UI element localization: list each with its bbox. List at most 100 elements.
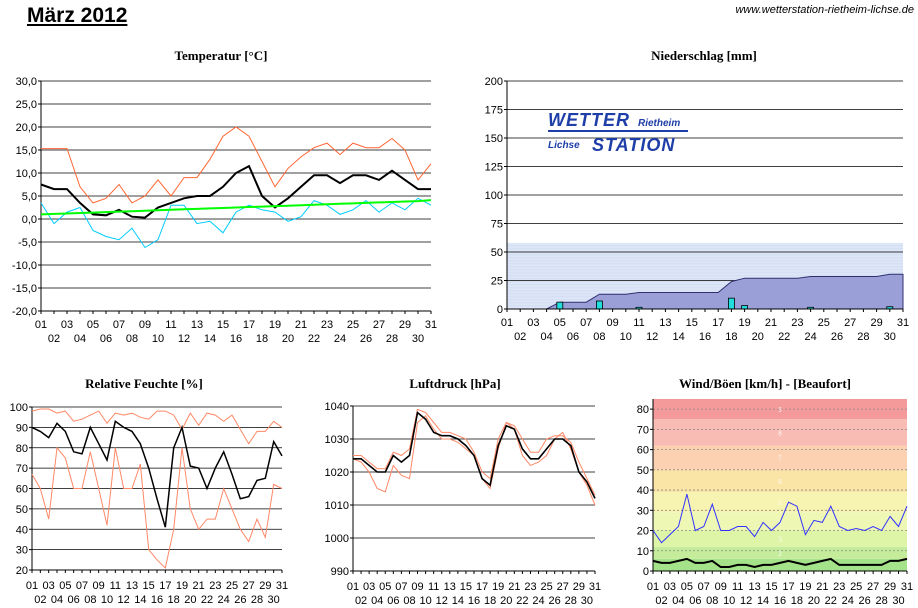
temperature-series-line bbox=[40, 197, 432, 249]
humidity-y-tick-label: 90 bbox=[16, 422, 28, 434]
temperature-x-tick-label: 26 bbox=[360, 333, 372, 345]
humidity-y-tick-label: 100 bbox=[10, 402, 28, 414]
pressure-y-tick-label: 1030 bbox=[325, 434, 349, 446]
temperature-x-tick-label: 23 bbox=[321, 319, 333, 331]
pressure-x-tick-label: 16 bbox=[468, 595, 480, 607]
temperature-x-tick-label: 10 bbox=[152, 333, 164, 345]
precipitation-x-tick-label: 17 bbox=[712, 317, 724, 329]
precipitation-daily-bar bbox=[596, 300, 603, 310]
wind-x-tick-label: 20 bbox=[808, 595, 820, 607]
pressure-y-tick-label: 1000 bbox=[325, 533, 349, 545]
wind-beaufort-label: 2 bbox=[778, 550, 782, 558]
wind-y-tick-label: 0 bbox=[643, 566, 649, 578]
humidity-series-line bbox=[31, 446, 283, 569]
precipitation-y-tick-label: 200 bbox=[485, 76, 503, 88]
temperature-x-tick-label: 21 bbox=[295, 319, 307, 331]
temperature-x-tick-label: 17 bbox=[243, 319, 255, 331]
temperature-y-tick-label: 20,0 bbox=[16, 122, 37, 134]
wind-x-tick-label: 27 bbox=[867, 581, 879, 593]
pressure-chart-title: Luftdruck [hPa] bbox=[409, 376, 500, 391]
humidity-x-tick-label: 13 bbox=[126, 580, 138, 592]
humidity-chart-title: Relative Feuchte [%] bbox=[85, 376, 203, 391]
precipitation-daily-bar bbox=[728, 297, 735, 310]
humidity-x-tick-label: 07 bbox=[76, 580, 88, 592]
precipitation-x-tick-label: 16 bbox=[699, 331, 711, 343]
precipitation-x-tick-label: 21 bbox=[765, 317, 777, 329]
humidity-x-tick-label: 22 bbox=[201, 594, 213, 606]
temperature-x-tick-label: 19 bbox=[269, 319, 281, 331]
precipitation-chart-title: Niederschlag [mm] bbox=[651, 48, 757, 63]
precipitation-x-tick-label: 10 bbox=[620, 331, 632, 343]
wind-x-tick-label: 16 bbox=[774, 595, 786, 607]
website-link[interactable]: www.wetterstation-rietheim-lichse.de bbox=[735, 4, 914, 16]
temperature-x-tick-label: 30 bbox=[412, 333, 424, 345]
temperature-x-tick-label: 16 bbox=[230, 333, 242, 345]
humidity-x-tick-label: 29 bbox=[259, 580, 271, 592]
pressure-x-tick-label: 17 bbox=[476, 581, 488, 593]
logo-text-station: STATION bbox=[592, 135, 675, 155]
pressure-x-tick-label: 28 bbox=[565, 595, 577, 607]
pressure-x-tick-label: 25 bbox=[540, 581, 552, 593]
pressure-x-tick-label: 02 bbox=[355, 595, 367, 607]
temperature-series-line bbox=[41, 126, 432, 204]
precipitation-x-tick-label: 20 bbox=[752, 331, 764, 343]
pressure-x-tick-label: 11 bbox=[428, 581, 439, 593]
pressure-x-tick-label: 03 bbox=[363, 581, 375, 593]
temperature-x-tick-label: 05 bbox=[87, 319, 99, 331]
wind-beaufort-band bbox=[653, 445, 907, 470]
temperature-x-tick-label: 27 bbox=[373, 319, 385, 331]
humidity-x-tick-label: 08 bbox=[84, 594, 96, 606]
precipitation-x-tick-label: 06 bbox=[567, 331, 579, 343]
temperature-y-tick-label: 5,0 bbox=[22, 191, 37, 203]
precipitation-x-tick-label: 01 bbox=[501, 317, 513, 329]
precipitation-daily-bar bbox=[556, 301, 564, 310]
precipitation-x-tick-label: 28 bbox=[857, 331, 869, 343]
temperature-x-tick-label: 13 bbox=[191, 319, 203, 331]
temperature-y-tick-label: -10,0 bbox=[12, 260, 37, 272]
temperature-y-tick-label: -5,0 bbox=[18, 237, 37, 249]
temperature-x-tick-label: 22 bbox=[308, 333, 320, 345]
pressure-x-tick-label: 29 bbox=[573, 581, 585, 593]
humidity-x-tick-label: 26 bbox=[234, 594, 246, 606]
pressure-x-tick-label: 23 bbox=[524, 581, 536, 593]
wind-beaufort-band bbox=[653, 492, 907, 513]
humidity-x-tick-label: 03 bbox=[43, 580, 55, 592]
humidity-x-tick-label: 30 bbox=[268, 594, 280, 606]
pressure-x-tick-label: 08 bbox=[403, 595, 415, 607]
humidity-y-tick-label: 60 bbox=[16, 484, 28, 496]
wind-series-line bbox=[652, 493, 908, 544]
temperature-x-tick-label: 20 bbox=[282, 333, 294, 345]
humidity-x-tick-label: 25 bbox=[226, 580, 238, 592]
humidity-x-tick-label: 10 bbox=[101, 594, 113, 606]
precipitation-cumulative-area bbox=[507, 273, 904, 310]
wind-x-tick-label: 03 bbox=[664, 581, 676, 593]
wind-y-tick-label: 20 bbox=[637, 526, 649, 538]
wind-x-tick-label: 07 bbox=[698, 581, 710, 593]
precipitation-y-tick-label: 100 bbox=[485, 190, 503, 202]
precipitation-x-tick-label: 29 bbox=[870, 317, 882, 329]
temperature-series-line bbox=[40, 199, 432, 216]
precipitation-y-tick-label: 150 bbox=[485, 133, 503, 145]
precipitation-y-tick-label: 0 bbox=[497, 304, 503, 316]
temperature-series-line bbox=[40, 164, 431, 219]
wind-y-tick-label: 70 bbox=[637, 424, 649, 436]
wetterstation-logo: WETTER Rietheim Lichse STATION bbox=[548, 110, 688, 155]
pressure-x-tick-label: 12 bbox=[436, 595, 448, 607]
humidity-x-tick-label: 18 bbox=[168, 594, 180, 606]
wind-x-tick-label: 26 bbox=[859, 595, 871, 607]
pressure-x-tick-label: 06 bbox=[387, 595, 399, 607]
pressure-x-tick-label: 14 bbox=[452, 595, 464, 607]
temperature-y-tick-label: 25,0 bbox=[16, 99, 37, 111]
precipitation-x-tick-label: 23 bbox=[791, 317, 803, 329]
pressure-x-tick-label: 05 bbox=[379, 581, 391, 593]
wind-x-tick-label: 17 bbox=[782, 581, 794, 593]
wind-x-tick-label: 05 bbox=[681, 581, 693, 593]
temperature-y-tick-label: 15,0 bbox=[16, 145, 37, 157]
temperature-x-tick-label: 24 bbox=[334, 333, 346, 345]
temperature-x-tick-label: 31 bbox=[425, 319, 437, 331]
humidity-x-tick-label: 23 bbox=[209, 580, 221, 592]
wind-beaufort-band bbox=[653, 469, 907, 493]
temperature-x-tick-label: 06 bbox=[100, 333, 112, 345]
wind-y-tick-label: 50 bbox=[637, 465, 649, 477]
